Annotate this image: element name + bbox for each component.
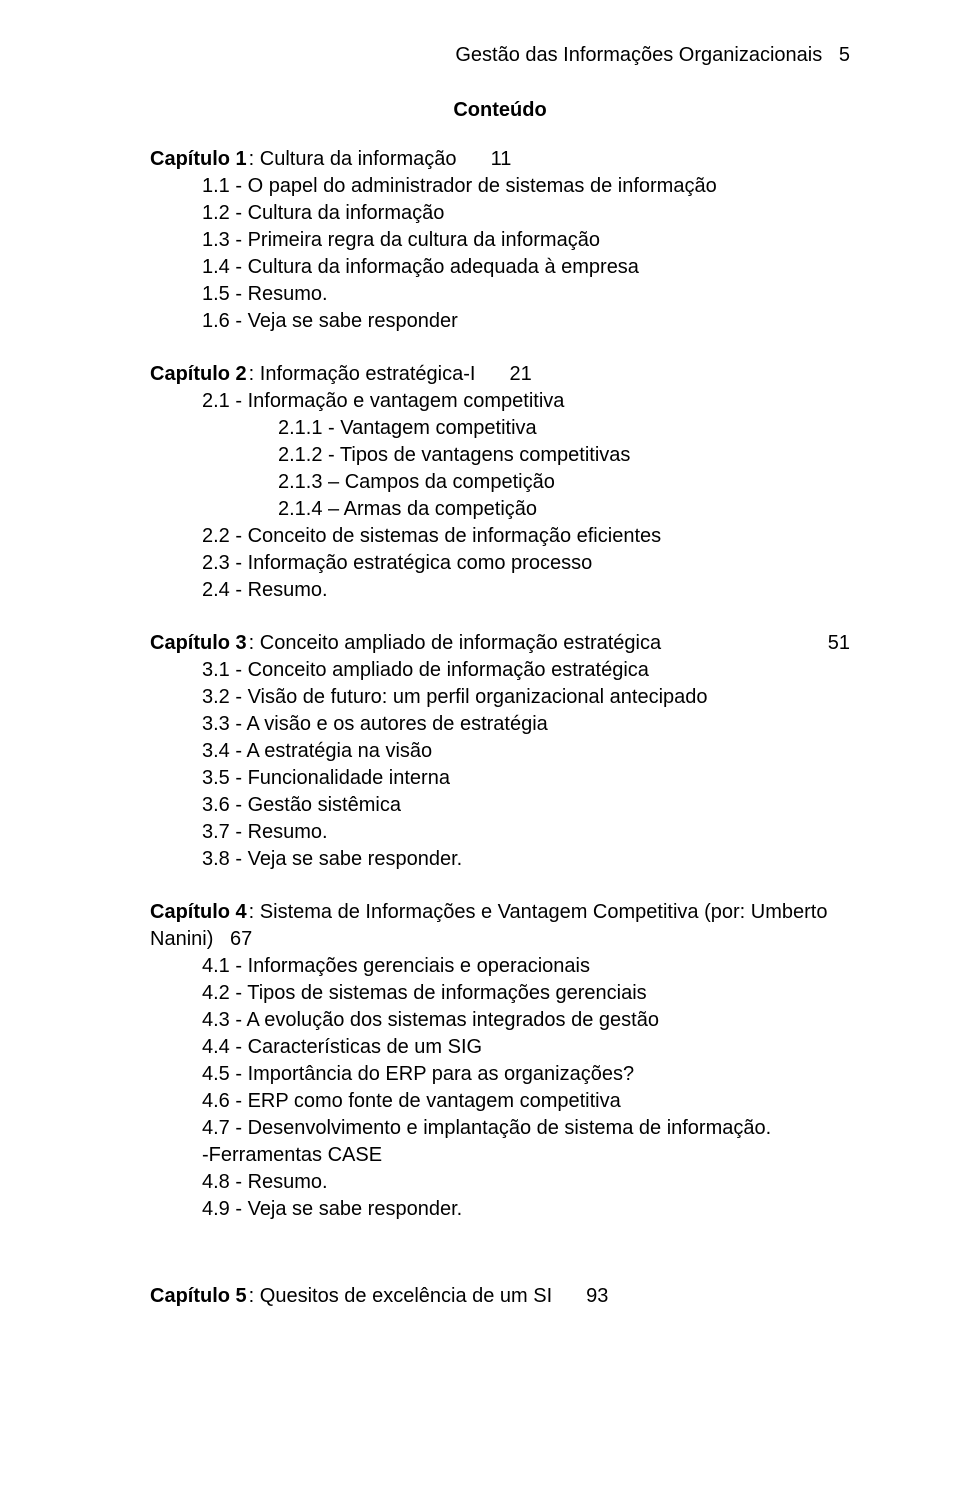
- chapter-1-label: Capítulo 1: [150, 146, 247, 173]
- toc-item: 4.5 - Importância do ERP para as organiz…: [150, 1061, 850, 1088]
- toc-item: 1.3 - Primeira regra da cultura da infor…: [150, 227, 850, 254]
- chapter-1-block: Capítulo 1: Cultura da informação 11 1.1…: [150, 146, 850, 335]
- toc-item: -Ferramentas CASE: [150, 1142, 850, 1169]
- toc-subitem: 2.1.3 – Campos da competição: [150, 469, 850, 496]
- toc-item: 2.1 - Informação e vantagem competitiva: [150, 388, 850, 415]
- content-title: Conteúdo: [150, 97, 850, 124]
- chapter-4-title-row: Capítulo 4: Sistema de Informações e Van…: [150, 899, 850, 926]
- chapter-2-block: Capítulo 2: Informação estratégica-I 21 …: [150, 361, 850, 604]
- toc-item: 3.7 - Resumo.: [150, 819, 850, 846]
- toc-item: 3.8 - Veja se sabe responder.: [150, 846, 850, 873]
- chapter-3-label: Capítulo 3: [150, 630, 247, 657]
- chapter-4-title-line2: Nanini): [150, 928, 213, 950]
- toc-item: 4.4 - Características de um SIG: [150, 1034, 850, 1061]
- running-header: Gestão das Informações Organizacionais 5: [150, 42, 850, 69]
- toc-item: 3.1 - Conceito ampliado de informação es…: [150, 657, 850, 684]
- toc-item: 1.5 - Resumo.: [150, 281, 850, 308]
- chapter-2-page: 21: [509, 361, 531, 388]
- chapter-5-label: Capítulo 5: [150, 1283, 247, 1310]
- chapter-2-label: Capítulo 2: [150, 361, 247, 388]
- toc-subitem: 2.1.1 - Vantagem competitiva: [150, 415, 850, 442]
- chapter-3-page: 51: [808, 630, 850, 657]
- chapter-1-title-row: Capítulo 1: Cultura da informação 11: [150, 146, 850, 173]
- page-number: 5: [839, 44, 850, 66]
- toc-item: 3.2 - Visão de futuro: um perfil organiz…: [150, 684, 850, 711]
- chapter-5-block: Capítulo 5: Quesitos de excelência de um…: [150, 1283, 850, 1310]
- chapter-4-title-line2-row: Nanini) 67: [150, 926, 850, 953]
- toc-item: 3.4 - A estratégia na visão: [150, 738, 850, 765]
- chapter-2-title: : Informação estratégica-I: [249, 361, 476, 388]
- chapter-2-title-row: Capítulo 2: Informação estratégica-I 21: [150, 361, 850, 388]
- chapter-4-block: Capítulo 4: Sistema de Informações e Van…: [150, 899, 850, 1223]
- chapter-4-page: 67: [230, 928, 252, 950]
- toc-item: 4.6 - ERP como fonte de vantagem competi…: [150, 1088, 850, 1115]
- toc-item: 1.1 - O papel do administrador de sistem…: [150, 173, 850, 200]
- chapter-5-title: : Quesitos de excelência de um SI: [249, 1283, 553, 1310]
- chapter-4-label: Capítulo 4: [150, 901, 247, 923]
- toc-item: 4.2 - Tipos de sistemas de informações g…: [150, 980, 850, 1007]
- chapter-3-block: Capítulo 3: Conceito ampliado de informa…: [150, 630, 850, 873]
- toc-subitem: 2.1.4 – Armas da competição: [150, 496, 850, 523]
- toc-item: 1.2 - Cultura da informação: [150, 200, 850, 227]
- toc-item: 2.4 - Resumo.: [150, 577, 850, 604]
- chapter-1-title: : Cultura da informação: [249, 146, 457, 173]
- toc-item: 1.4 - Cultura da informação adequada à e…: [150, 254, 850, 281]
- chapter-3-title: : Conceito ampliado de informação estrat…: [249, 630, 661, 657]
- toc-item: 3.3 - A visão e os autores de estratégia: [150, 711, 850, 738]
- chapter-1-page: 11: [491, 146, 512, 173]
- chapter-4-title-line1: : Sistema de Informações e Vantagem Comp…: [249, 901, 828, 923]
- running-title: Gestão das Informações Organizacionais: [455, 44, 822, 66]
- toc-item: 4.1 - Informações gerenciais e operacion…: [150, 953, 850, 980]
- chapter-3-title-row: Capítulo 3: Conceito ampliado de informa…: [150, 630, 850, 657]
- toc-item: 4.8 - Resumo.: [150, 1169, 850, 1196]
- toc-item: 3.6 - Gestão sistêmica: [150, 792, 850, 819]
- document-page: Gestão das Informações Organizacionais 5…: [0, 0, 960, 1508]
- toc-item: 4.7 - Desenvolvimento e implantação de s…: [150, 1115, 850, 1142]
- toc-item: 4.3 - A evolução dos sistemas integrados…: [150, 1007, 850, 1034]
- toc-item: 2.2 - Conceito de sistemas de informação…: [150, 523, 850, 550]
- toc-item: 3.5 - Funcionalidade interna: [150, 765, 850, 792]
- toc-subitem: 2.1.2 - Tipos de vantagens competitivas: [150, 442, 850, 469]
- chapter-5-page: 93: [586, 1283, 608, 1310]
- chapter-5-title-row: Capítulo 5: Quesitos de excelência de um…: [150, 1283, 850, 1310]
- toc-item: 4.9 - Veja se sabe responder.: [150, 1196, 850, 1223]
- toc-item: 1.6 - Veja se sabe responder: [150, 308, 850, 335]
- toc-item: 2.3 - Informação estratégica como proces…: [150, 550, 850, 577]
